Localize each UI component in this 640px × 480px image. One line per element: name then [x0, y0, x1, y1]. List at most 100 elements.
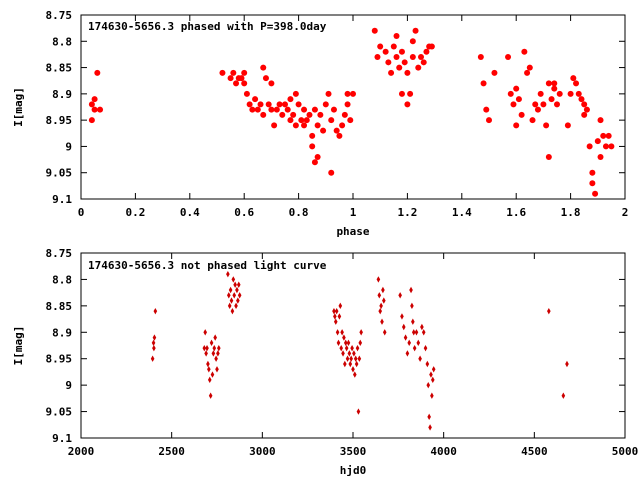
data-point [290, 111, 297, 118]
data-point [254, 106, 261, 113]
data-point [409, 54, 416, 61]
data-point [336, 132, 343, 139]
data-point [219, 69, 226, 76]
data-point [314, 122, 321, 129]
data-point [330, 106, 337, 113]
data-point [203, 329, 208, 336]
data-point [257, 101, 264, 108]
data-point [346, 339, 351, 347]
data-point [348, 360, 353, 368]
data-point [398, 90, 405, 97]
data-point [339, 344, 344, 352]
data-point [602, 143, 609, 150]
data-point [351, 366, 355, 373]
data-point [208, 392, 213, 399]
data-point [279, 111, 286, 118]
data-point [152, 334, 157, 341]
data-point [153, 307, 158, 315]
data-point [345, 355, 350, 362]
data-point [342, 334, 346, 341]
data-point [388, 69, 395, 76]
y-tick-label: 9 [65, 379, 72, 392]
data-point [398, 48, 405, 55]
x-tick-label: 1.8 [561, 206, 581, 219]
data-point [309, 143, 316, 150]
data-point [246, 101, 253, 108]
data-point [589, 169, 596, 176]
data-point [262, 75, 269, 82]
data-point [583, 106, 590, 113]
y-tick-label: 8.85 [46, 62, 73, 75]
data-point [234, 302, 238, 310]
data-point [311, 106, 318, 113]
data-point [589, 180, 596, 187]
data-point [341, 350, 345, 357]
data-point [608, 143, 615, 150]
data-point [518, 111, 525, 118]
data-point [548, 96, 555, 103]
data-point [430, 376, 435, 384]
data-point [428, 424, 432, 431]
data-point [534, 106, 541, 113]
data-point [407, 90, 414, 97]
data-point [355, 344, 360, 352]
data-point [352, 350, 356, 357]
data-point [529, 117, 536, 124]
x-tick-label: 3000 [249, 445, 276, 458]
data-point [236, 281, 241, 288]
data-point [284, 106, 291, 113]
data-point [94, 69, 101, 76]
data-point [594, 138, 601, 145]
data-point [551, 85, 558, 92]
data-point [214, 355, 218, 362]
data-point [480, 80, 487, 87]
data-point [306, 111, 313, 118]
x-tick-label: 3500 [340, 445, 367, 458]
data-point [415, 64, 422, 71]
data-point [547, 307, 551, 315]
data-point [420, 323, 424, 331]
data-point [205, 344, 209, 352]
data-point [151, 339, 156, 347]
data-point [556, 90, 563, 97]
data-point [227, 75, 234, 82]
data-point [570, 75, 577, 82]
data-point [276, 101, 283, 108]
y-tick-label: 8.95 [46, 114, 73, 127]
y-tick-label: 8.8 [52, 273, 72, 286]
data-point [412, 27, 419, 34]
data-point [423, 48, 430, 55]
data-point [338, 302, 343, 310]
y-axis-title: I[mag] [12, 87, 25, 127]
x-tick-label: 1.4 [452, 206, 472, 219]
data-point [91, 106, 98, 113]
data-point [354, 360, 359, 368]
data-point [409, 286, 413, 294]
x-tick-label: 2000 [68, 445, 95, 458]
data-point [260, 111, 267, 118]
data-point [393, 54, 400, 61]
data-point [427, 413, 431, 421]
x-tick-label: 1 [350, 206, 357, 219]
data-point [430, 392, 434, 399]
data-point [581, 111, 588, 118]
data-point [573, 80, 580, 87]
data-point [88, 117, 95, 124]
data-point [421, 329, 426, 336]
data-point [575, 90, 582, 97]
data-point [309, 132, 316, 139]
y-axis-title: I[mag] [12, 326, 25, 366]
data-point [380, 318, 384, 325]
data-point [232, 292, 237, 299]
data-point [426, 381, 431, 389]
data-point [400, 313, 404, 320]
data-point [207, 376, 212, 384]
data-point [403, 334, 408, 341]
data-point [333, 318, 338, 325]
data-point [210, 371, 215, 378]
data-point [230, 69, 237, 76]
x-tick-label: 1.2 [397, 206, 417, 219]
y-tick-label: 9.1 [52, 193, 72, 206]
data-point [385, 59, 392, 66]
